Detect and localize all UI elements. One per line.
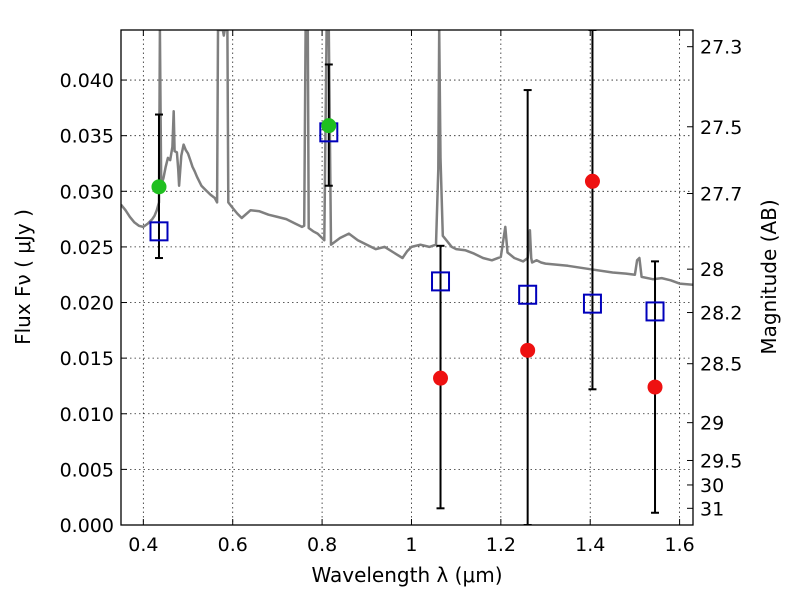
- y-tick-label: 0.025: [60, 237, 114, 259]
- model-flux-square: [645, 301, 665, 322]
- y2-tick-label: 28.5: [700, 354, 742, 376]
- x-tick-label: 1: [405, 534, 417, 556]
- model-flux-square: [582, 293, 602, 314]
- y2-tick-label: 29.5: [700, 450, 742, 472]
- y2-tick-label: 29: [700, 413, 724, 435]
- y2-tick-label: 28.2: [700, 303, 742, 325]
- x-tick-label: 0.8: [307, 534, 337, 556]
- y2-tick-label: 27.3: [700, 37, 742, 59]
- marker-layer: [149, 118, 665, 395]
- x-tick-label: 1.6: [664, 534, 694, 556]
- y2-tick-label: 28: [700, 259, 724, 281]
- x-tick-label: 1.4: [575, 534, 605, 556]
- y-tick-label: 0.010: [60, 404, 114, 426]
- plot-background: [121, 30, 693, 525]
- model-flux-square: [431, 271, 451, 292]
- y-tick-label: 0.040: [60, 70, 114, 92]
- observed-flux-red-point: [584, 173, 600, 189]
- y-tick-label: 0.020: [60, 293, 114, 315]
- y2-axis-label: Magnitude (AB): [757, 199, 781, 354]
- observed-flux-red-point: [433, 370, 449, 386]
- x-tick-label: 0.4: [128, 534, 158, 556]
- observed-flux-green-point: [151, 179, 167, 195]
- y2-tick-label: 27.5: [700, 117, 742, 139]
- y-tick-label: 0.015: [60, 348, 114, 370]
- plot-frame: [120, 29, 694, 526]
- x-tick-label: 1.2: [486, 534, 516, 556]
- observed-flux-green-point: [321, 118, 337, 134]
- y-tick-label: 0.005: [60, 459, 114, 481]
- y-tick-label: 0.035: [60, 126, 114, 148]
- axes-layer: 0.4 0.6 0.8 1 1.2 1.4 1.6 0.000 0.005 0.010 0.015 0…: [60, 30, 742, 556]
- model-flux-square: [518, 284, 538, 305]
- y2-tick-label: 31: [700, 498, 724, 520]
- x-axis-label: Wavelength λ (μm): [311, 563, 502, 587]
- y-axis-label: Flux Fν ( μJy ): [11, 209, 35, 345]
- observed-flux-red-point: [647, 379, 663, 395]
- model-flux-square: [149, 221, 169, 242]
- x-tick-label: 0.6: [218, 534, 248, 556]
- y-tick-label: 0.030: [60, 181, 114, 203]
- y2-tick-label: 27.7: [700, 184, 742, 206]
- y-tick-label: 0.000: [60, 515, 114, 537]
- observed-flux-red-point: [520, 342, 536, 358]
- y2-tick-label: 30: [700, 475, 724, 497]
